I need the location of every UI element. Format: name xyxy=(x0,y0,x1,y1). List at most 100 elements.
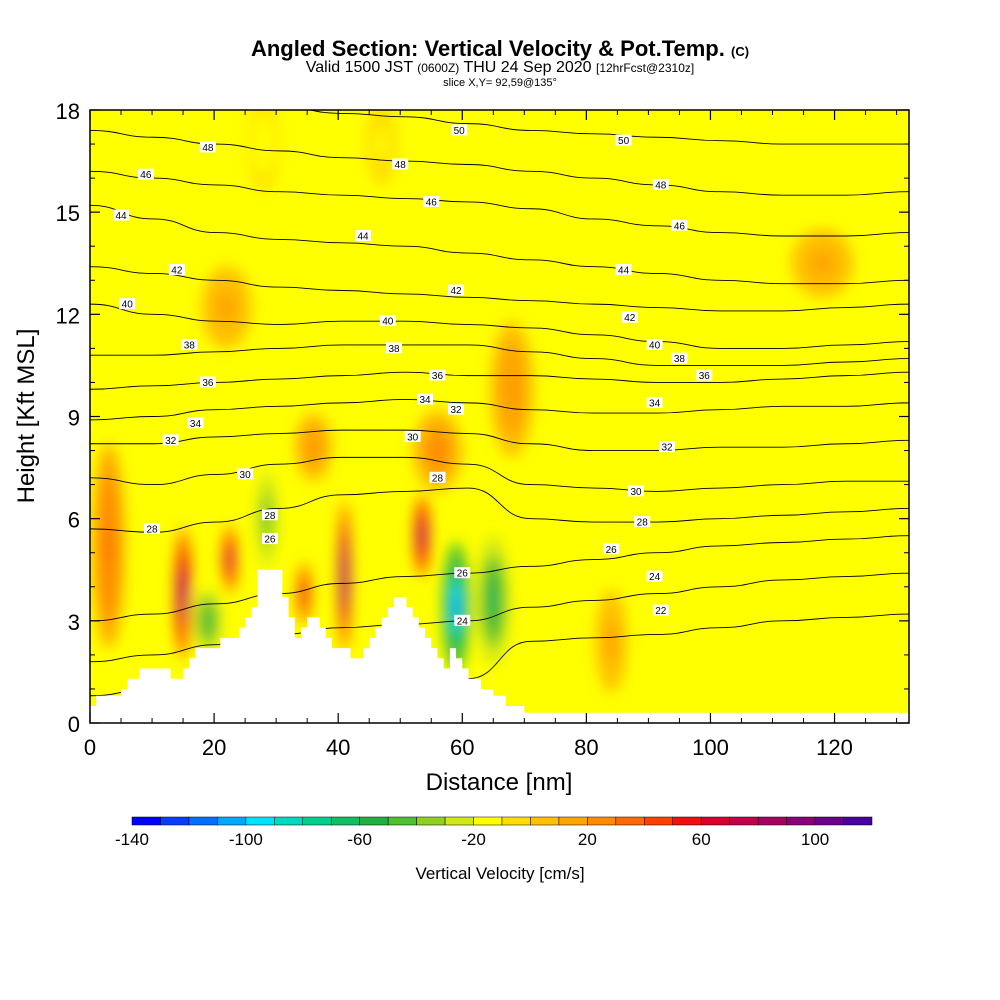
contour-label: 24 xyxy=(454,614,471,627)
colorbar-title: Vertical Velocity [cm/s] xyxy=(415,864,585,883)
contour-label: 30 xyxy=(404,430,421,443)
contour-label: 50 xyxy=(451,124,468,137)
velocity-cell xyxy=(477,535,510,666)
colorbar-swatch xyxy=(160,816,190,826)
contour-label-bg xyxy=(696,369,713,381)
velocity-cells xyxy=(93,110,854,693)
colorbar-swatch xyxy=(814,816,844,826)
theta-contour-26 xyxy=(90,535,909,622)
contour-label-text: 48 xyxy=(655,180,667,191)
velocity-cell xyxy=(413,494,431,577)
contour-label-text: 28 xyxy=(432,473,444,484)
colorbar-tick-label: 60 xyxy=(692,830,711,849)
contour-label: 24 xyxy=(646,570,663,583)
theta-contour-36 xyxy=(90,371,909,390)
contour-label-bg xyxy=(199,376,216,388)
contour-label-text: 50 xyxy=(454,126,466,137)
contour-label: 46 xyxy=(671,219,688,232)
colorbar-swatch xyxy=(672,816,702,826)
theta-contour-labels: 50 50 48 48 48 46 46 46 44 44 44 42 42 42 40 40 40 38 38 38… xyxy=(113,124,713,627)
contour-label-text: 28 xyxy=(146,524,158,535)
contour-label: 32 xyxy=(659,441,676,454)
velocity-cell-layer xyxy=(432,443,442,458)
contour-label: 30 xyxy=(237,468,254,481)
theta-contours xyxy=(90,110,909,697)
contour-label-text: 28 xyxy=(264,511,276,522)
contour-label-bg xyxy=(261,533,278,545)
contour-label-text: 36 xyxy=(699,371,711,382)
x-tick-label: 120 xyxy=(816,735,853,760)
x-tick-label: 40 xyxy=(326,735,350,760)
velocity-cell-layer xyxy=(420,528,424,544)
velocity-cell xyxy=(338,501,351,652)
theta-contour-38 xyxy=(90,344,909,366)
chart-title-tag: (C) xyxy=(731,44,750,59)
theta-contour-50 xyxy=(308,110,909,145)
velocity-cell xyxy=(174,528,192,659)
contour-label-text: 36 xyxy=(432,371,444,382)
contour-label-bg xyxy=(634,516,651,528)
contour-label: 40 xyxy=(646,338,663,351)
contour-label-bg xyxy=(261,509,278,521)
velocity-cell xyxy=(248,110,280,192)
y-tick-label: 9 xyxy=(68,406,80,431)
contour-label-bg xyxy=(454,614,471,626)
contour-label: 46 xyxy=(423,195,440,208)
contour-label-text: 38 xyxy=(674,354,686,365)
velocity-cell xyxy=(294,413,332,482)
theta-contour-30 xyxy=(90,456,909,492)
contour-label-text: 24 xyxy=(649,572,661,583)
contour-label-bg xyxy=(671,352,688,364)
velocity-cell xyxy=(296,562,312,625)
contour-label-bg xyxy=(423,195,440,207)
contour-label: 34 xyxy=(646,396,663,409)
contour-label-text: 38 xyxy=(388,344,400,355)
contour-label: 34 xyxy=(417,393,434,406)
velocity-cell xyxy=(93,443,125,649)
x-tick-label: 0 xyxy=(84,735,96,760)
contour-label-text: 36 xyxy=(202,378,214,389)
theta-contour-48 xyxy=(90,129,909,196)
colorbar-swatch xyxy=(387,816,417,826)
contour-label: 22 xyxy=(652,604,669,617)
contour-label-text: 44 xyxy=(357,232,369,243)
contour-label: 36 xyxy=(199,376,216,389)
x-axis: 0 20 40 60 80 100 120 xyxy=(84,110,898,760)
contour-label-bg xyxy=(628,485,644,497)
contour-label: 36 xyxy=(696,369,713,382)
theta-contour-32 xyxy=(90,429,909,452)
contour-label-bg xyxy=(652,178,669,190)
terrain xyxy=(90,569,909,723)
contour-label-bg xyxy=(646,570,663,582)
contour-label-text: 28 xyxy=(637,518,649,529)
contour-label: 26 xyxy=(603,543,620,556)
contour-label-bg xyxy=(429,471,446,483)
contour-label-text: 42 xyxy=(624,313,636,324)
contour-label-text: 44 xyxy=(618,266,630,277)
velocity-cell xyxy=(366,110,398,185)
contour-label-text: 26 xyxy=(457,569,469,580)
colorbar-swatch xyxy=(330,816,360,826)
contour-label: 42 xyxy=(448,284,465,297)
velocity-cell-layer xyxy=(260,135,267,153)
contour-label: 38 xyxy=(671,352,688,365)
velocity-cell xyxy=(190,579,226,662)
velocity-cell-layer xyxy=(204,613,212,629)
velocity-field: 50 50 48 48 48 46 46 46 44 44 44 42 42 42 40 40 40 38 38 38… xyxy=(90,110,909,723)
y-tick-label: 15 xyxy=(56,201,80,226)
colorbar-swatch xyxy=(729,816,759,826)
contour-label-text: 42 xyxy=(451,286,463,297)
contour-label: 28 xyxy=(429,471,446,484)
theta-contour-28 xyxy=(90,487,909,533)
contour-label-text: 50 xyxy=(618,136,630,147)
colorbar-swatch xyxy=(644,816,674,826)
chart-title-main: Angled Section: Vertical Velocity & Pot.… xyxy=(250,36,725,61)
contour-label-bg xyxy=(448,403,465,415)
velocity-cell-layer xyxy=(816,257,828,270)
contour-label-text: 32 xyxy=(451,405,463,416)
contour-label: 48 xyxy=(199,141,216,154)
contour-label: 42 xyxy=(621,311,638,324)
contour-label-bg xyxy=(659,441,676,453)
contour-label-bg xyxy=(199,141,216,153)
contour-label-bg xyxy=(137,168,154,180)
